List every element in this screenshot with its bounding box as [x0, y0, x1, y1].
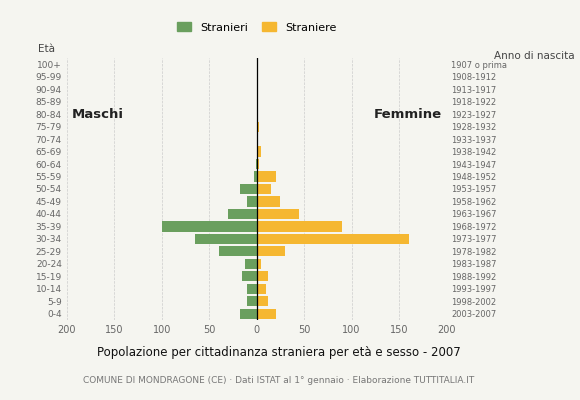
Bar — [240, 309, 257, 319]
Text: Femmine: Femmine — [374, 108, 442, 121]
Bar — [257, 259, 262, 269]
Bar — [257, 159, 259, 169]
Text: Anno di nascita: Anno di nascita — [494, 51, 574, 61]
Bar — [240, 184, 257, 194]
Legend: Stranieri, Straniere: Stranieri, Straniere — [173, 18, 340, 37]
Text: Età: Età — [38, 44, 55, 54]
Bar — [257, 184, 271, 194]
Text: Popolazione per cittadinanza straniera per età e sesso - 2007: Popolazione per cittadinanza straniera p… — [96, 346, 461, 359]
Bar — [195, 234, 257, 244]
Bar — [257, 196, 280, 206]
Bar — [247, 296, 257, 306]
Bar — [257, 284, 266, 294]
Bar — [257, 209, 299, 219]
Bar — [257, 246, 285, 256]
Bar — [228, 209, 257, 219]
Bar — [257, 134, 258, 144]
Bar — [247, 284, 257, 294]
Bar — [256, 159, 257, 169]
Bar — [242, 271, 257, 282]
Text: Maschi: Maschi — [71, 108, 124, 121]
Bar — [257, 221, 342, 232]
Bar — [257, 172, 276, 182]
Bar — [257, 234, 408, 244]
Bar — [257, 271, 268, 282]
Bar — [247, 196, 257, 206]
Bar — [257, 296, 268, 306]
Bar — [219, 246, 257, 256]
Bar — [257, 146, 262, 157]
Bar — [254, 172, 257, 182]
Bar — [162, 221, 257, 232]
Text: COMUNE DI MONDRAGONE (CE) · Dati ISTAT al 1° gennaio · Elaborazione TUTTITALIA.I: COMUNE DI MONDRAGONE (CE) · Dati ISTAT a… — [83, 376, 474, 385]
Bar — [257, 122, 259, 132]
Bar — [257, 309, 276, 319]
Bar — [245, 259, 257, 269]
